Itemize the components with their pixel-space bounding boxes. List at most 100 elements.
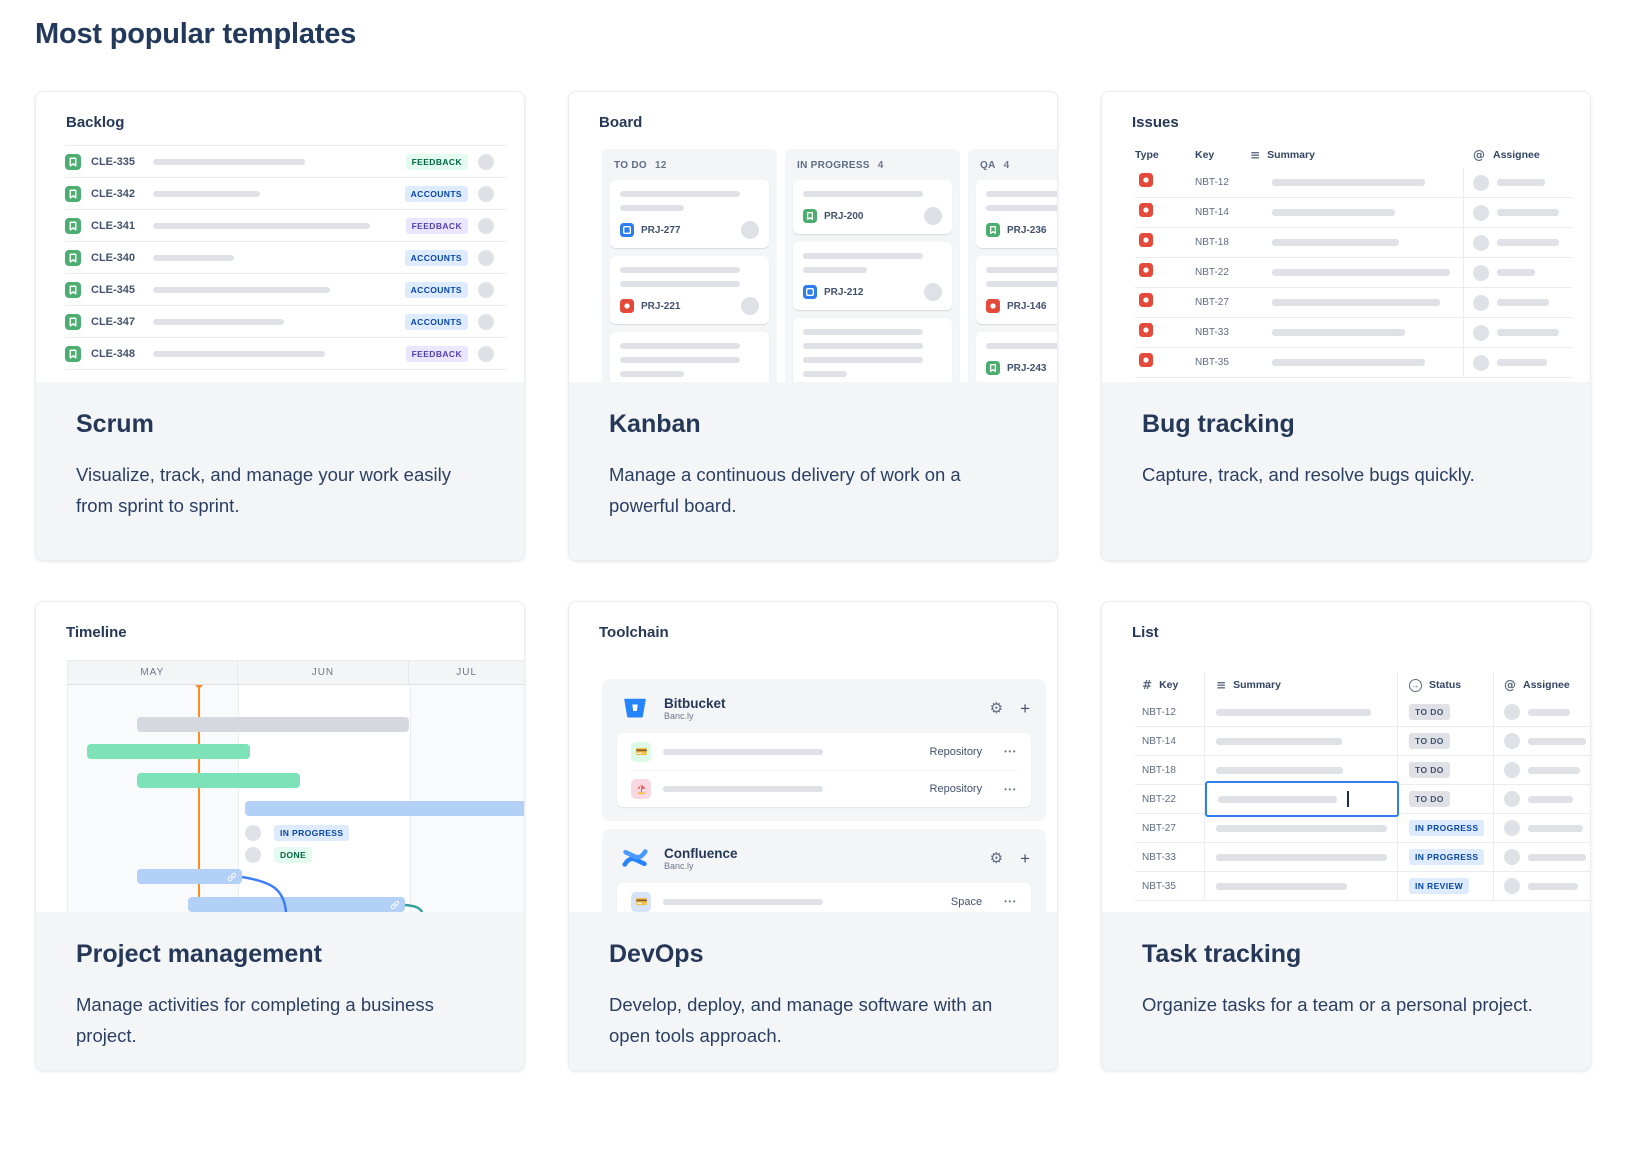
bug-icon	[1139, 353, 1153, 367]
board-card: PRJ-221	[610, 256, 769, 324]
list-table-header: # Key ≡ Summary → Status @	[1135, 672, 1590, 698]
skeleton-bar	[1497, 179, 1545, 186]
skeleton-bar	[803, 357, 923, 363]
preview-title: Timeline	[66, 624, 127, 641]
list-table: # Key ≡ Summary → Status @	[1135, 672, 1590, 901]
skeleton-bar	[1272, 359, 1425, 366]
template-card-kanban[interactable]: Board TO DO 12 PRJ-277	[568, 91, 1058, 561]
story-icon	[65, 313, 81, 330]
avatar	[924, 283, 942, 301]
summary-lines-icon: ≡	[1216, 678, 1227, 692]
skeleton-bar	[803, 329, 923, 335]
skeleton-bar	[803, 343, 923, 349]
skeleton-bar	[1497, 269, 1535, 276]
skeleton-bar	[986, 343, 1057, 349]
scrum-footer: Scrum Visualize, track, and manage your …	[36, 382, 524, 560]
skeleton-bar	[663, 748, 823, 755]
status-badge: IN PROGRESS	[1409, 820, 1485, 836]
gantt-bar	[245, 801, 524, 816]
month-label: MAY	[68, 661, 238, 684]
bug-icon	[1139, 263, 1153, 277]
board-card: PRJ-277	[610, 180, 769, 248]
space-list: Space •••	[617, 883, 1031, 912]
column-header-status: Status	[1429, 679, 1462, 691]
gantt-bar	[87, 744, 250, 759]
link-icon	[390, 900, 400, 909]
skeleton-bar	[663, 786, 823, 792]
column-header-summary: Summary	[1267, 149, 1315, 161]
skeleton-bar	[1528, 882, 1578, 890]
tool-name: Confluence	[664, 845, 738, 861]
page-title: Most popular templates	[35, 18, 357, 50]
task-tracking-footer: Task tracking Organize tasks for a team …	[1102, 912, 1590, 1070]
plus-icon: +	[1020, 848, 1030, 868]
board-column-in-progress: IN PROGRESS 4 PRJ-200	[785, 149, 960, 382]
project-management-preview: Timeline MAY JUN JUL	[36, 602, 524, 912]
template-card-scrum[interactable]: Backlog CLE-335 FEEDBACK CLE-342 ACCOUNT…	[35, 91, 525, 561]
repository-row: Repository •••	[631, 770, 1017, 807]
month-divider	[410, 685, 411, 912]
issue-row: NBT-18	[1135, 228, 1572, 258]
skeleton-bar	[1528, 708, 1570, 716]
skeleton-bar	[1528, 824, 1583, 832]
issue-key: CLE-342	[91, 187, 136, 200]
confluence-panel: Confluence Banc.ly ⚙ + Space	[602, 829, 1046, 912]
avatar	[1473, 234, 1489, 251]
bitbucket-panel: Bitbucket Banc.ly ⚙ + Repository	[602, 679, 1046, 821]
status-option-done: DONE	[245, 847, 313, 863]
issue-key: PRJ-236	[1007, 224, 1047, 236]
issue-key: PRJ-200	[824, 210, 864, 222]
gear-icon: ⚙	[989, 848, 1004, 867]
bug-icon	[620, 299, 634, 313]
bug-icon	[1139, 173, 1153, 187]
board-card: PRJ-236	[976, 180, 1057, 248]
template-description: Visualize, track, and manage your work e…	[76, 464, 451, 516]
skeleton-bar	[1272, 179, 1425, 186]
avatar	[478, 313, 494, 330]
template-card-devops[interactable]: Toolchain Bitbucket Banc.ly ⚙	[568, 601, 1058, 1071]
skeleton-bar	[1272, 209, 1395, 216]
summary-edit-cell[interactable]	[1205, 781, 1399, 817]
scrum-preview: Backlog CLE-335 FEEDBACK CLE-342 ACCOUNT…	[36, 92, 524, 382]
template-name: Bug tracking	[1142, 410, 1295, 438]
devops-footer: DevOps Develop, deploy, and manage softw…	[569, 912, 1057, 1070]
row-kind: Space	[950, 895, 983, 908]
skeleton-bar	[620, 267, 740, 273]
label-badge: FEEDBACK	[405, 217, 468, 234]
month-label: JUN	[238, 661, 410, 684]
issue-row: NBT-14	[1135, 198, 1572, 228]
backlog-list: CLE-335 FEEDBACK CLE-342 ACCOUNTS	[65, 145, 506, 370]
skeleton-bar	[1528, 766, 1580, 774]
avatar	[245, 847, 261, 863]
template-name: Project management	[76, 940, 322, 968]
issue-row: NBT-33	[1135, 318, 1572, 348]
bug-icon	[1139, 233, 1153, 247]
issue-key: PRJ-212	[824, 286, 864, 298]
gantt-bar	[137, 717, 409, 732]
skeleton-bar	[1528, 795, 1573, 803]
column-name: IN PROGRESS	[797, 160, 870, 171]
avatar	[1504, 704, 1520, 720]
template-card-project-management[interactable]: Timeline MAY JUN JUL	[35, 601, 525, 1071]
label-badge: ACCOUNTS	[404, 249, 468, 266]
issue-key: NBT-12	[1195, 177, 1229, 188]
template-name: Task tracking	[1142, 940, 1302, 968]
backlog-row: CLE-345 ACCOUNTS	[65, 274, 506, 306]
status-badge: IN REVIEW	[1409, 878, 1469, 894]
template-grid: Backlog CLE-335 FEEDBACK CLE-342 ACCOUNT…	[35, 91, 1630, 1071]
story-icon	[65, 249, 81, 266]
template-card-bug-tracking[interactable]: Issues Type Key ≡ Summary @ Assignee	[1101, 91, 1591, 561]
preview-title: Backlog	[66, 114, 125, 131]
skeleton-bar	[1218, 795, 1337, 803]
preview-title: Board	[599, 114, 643, 131]
avatar	[741, 297, 759, 315]
skeleton-bar	[153, 190, 260, 197]
at-icon: @	[1473, 148, 1485, 162]
label-badge: ACCOUNTS	[404, 185, 468, 202]
status-badge: DONE	[274, 847, 313, 863]
template-card-task-tracking[interactable]: List # Key ≡ Summary → Status	[1101, 601, 1591, 1071]
repository-list: Repository ••• Repository •••	[617, 733, 1031, 807]
column-header-type: Type	[1135, 149, 1159, 161]
devops-preview: Toolchain Bitbucket Banc.ly ⚙	[569, 602, 1057, 912]
